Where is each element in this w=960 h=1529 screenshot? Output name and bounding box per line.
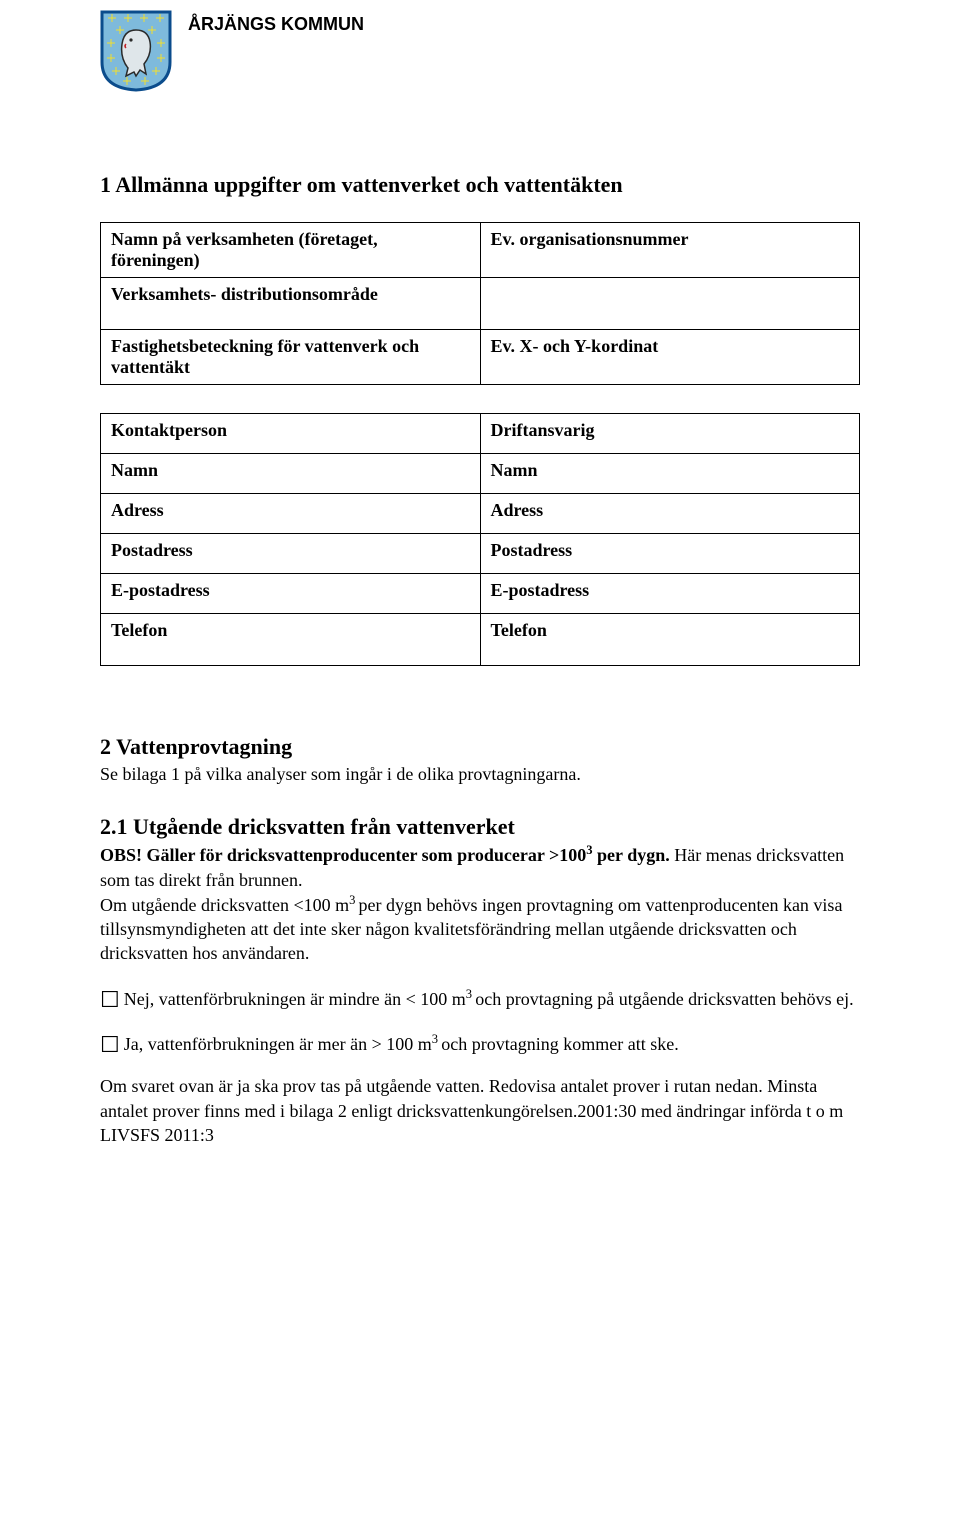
table-row: Postadress Postadress (101, 534, 860, 574)
checkbox-yes[interactable]: ☐Ja, vattenförbrukningen är mer än > 100… (100, 1031, 860, 1056)
cb2b: och provtagning kommer att ske. (441, 1034, 678, 1054)
section2-title: 2 Vattenprovtagning (100, 734, 860, 760)
cb1-sup: 3 (466, 987, 475, 1001)
cell-coordinates[interactable]: Ev. X- och Y-kordinat (480, 330, 860, 385)
cell-label: Driftansvarig (491, 420, 595, 440)
cell-contact-person[interactable]: Kontaktperson (101, 414, 481, 454)
cell-label: E-postadress (111, 580, 210, 600)
para2-sup: 3 (349, 893, 358, 907)
section1-title: 1 Allmänna uppgifter om vattenverket och… (100, 172, 860, 198)
cell-postal-right[interactable]: Postadress (480, 534, 860, 574)
cell-label: Telefon (491, 620, 547, 640)
cell-distribution-area[interactable]: Verksamhets- distributionsområde (101, 278, 481, 330)
cell-label: Ev. X- och Y-kordinat (491, 336, 659, 356)
spacer (100, 694, 860, 734)
para2a: Om utgående dricksvatten <100 m (100, 895, 349, 915)
checkbox-icon: ☐ (100, 989, 120, 1011)
general-info-table: Namn på verksamheten (företaget, förenin… (100, 222, 860, 385)
checkbox-no[interactable]: ☐Nej, vattenförbrukningen är mindre än <… (100, 986, 860, 1011)
table-row: Kontaktperson Driftansvarig (101, 414, 860, 454)
shield-icon (100, 10, 172, 92)
cell-label: Telefon (111, 620, 167, 640)
contact-table: Kontaktperson Driftansvarig Namn Namn Ad… (100, 413, 860, 666)
cell-org-number[interactable]: Ev. organisationsnummer (480, 223, 860, 278)
cell-label: Kontaktperson (111, 420, 227, 440)
cell-operations-manager[interactable]: Driftansvarig (480, 414, 860, 454)
cb2-sup: 3 (432, 1032, 441, 1046)
table-row: Telefon Telefon (101, 614, 860, 666)
cell-address-left[interactable]: Adress (101, 494, 481, 534)
municipal-logo (100, 10, 172, 92)
cb2a: Ja, vattenförbrukningen är mer än > 100 … (124, 1034, 432, 1054)
table-row: Fastighetsbeteckning för vattenverk och … (101, 330, 860, 385)
cell-label: Ev. organisationsnummer (491, 229, 689, 249)
cell-phone-right[interactable]: Telefon (480, 614, 860, 666)
table-row: E-postadress E-postadress (101, 574, 860, 614)
conditions-paragraph: Om utgående dricksvatten <100 m3 per dyg… (100, 892, 860, 966)
obs-bold-lead: OBS! Gäller för dricksvattenproducenter … (100, 845, 586, 865)
cell-label: Fastighetsbeteckning för vattenverk och (111, 336, 419, 356)
cell-label: Namn på verksamheten (företaget, (111, 229, 378, 249)
cell-label: Namn (491, 460, 538, 480)
cell-label: Adress (491, 500, 544, 520)
cell-email-right[interactable]: E-postadress (480, 574, 860, 614)
org-name: ÅRJÄNGS KOMMUN (188, 14, 364, 35)
obs-bold-tail: per dygn. (593, 845, 670, 865)
obs-paragraph: OBS! Gäller för dricksvattenproducenter … (100, 842, 860, 892)
table-row: Namn Namn (101, 454, 860, 494)
closing-paragraph: Om svaret ovan är ja ska prov tas på utg… (100, 1074, 860, 1147)
cell-label: Postadress (111, 540, 193, 560)
section2-intro: Se bilaga 1 på vilka analyser som ingår … (100, 762, 860, 786)
cell-empty[interactable] (480, 278, 860, 330)
section2-1-title: 2.1 Utgående dricksvatten från vattenver… (100, 814, 860, 840)
cell-label: Postadress (491, 540, 573, 560)
cell-postal-left[interactable]: Postadress (101, 534, 481, 574)
table-row: Namn på verksamheten (företaget, förenin… (101, 223, 860, 278)
cell-label: vattentäkt (111, 357, 470, 378)
cell-label: Adress (111, 500, 164, 520)
cell-email-left[interactable]: E-postadress (101, 574, 481, 614)
page-header: ÅRJÄNGS KOMMUN (100, 10, 860, 92)
cell-name-left[interactable]: Namn (101, 454, 481, 494)
checkbox-icon: ☐ (100, 1034, 120, 1056)
table-row: Adress Adress (101, 494, 860, 534)
cell-label: Namn (111, 460, 158, 480)
cell-label: Verksamhets- distributionsområde (111, 284, 378, 304)
page-root: ÅRJÄNGS KOMMUN 1 Allmänna uppgifter om v… (0, 0, 960, 1187)
cell-label: E-postadress (491, 580, 590, 600)
cell-name-right[interactable]: Namn (480, 454, 860, 494)
cell-phone-left[interactable]: Telefon (101, 614, 481, 666)
cell-company-name[interactable]: Namn på verksamheten (företaget, förenin… (101, 223, 481, 278)
cell-fastighet[interactable]: Fastighetsbeteckning för vattenverk och … (101, 330, 481, 385)
cb1a: Nej, vattenförbrukningen är mindre än < … (124, 989, 466, 1009)
cell-label: föreningen) (111, 250, 470, 271)
table-row: Verksamhets- distributionsområde (101, 278, 860, 330)
cb1b: och provtagning på utgående dricksvatten… (475, 989, 853, 1009)
cell-address-right[interactable]: Adress (480, 494, 860, 534)
